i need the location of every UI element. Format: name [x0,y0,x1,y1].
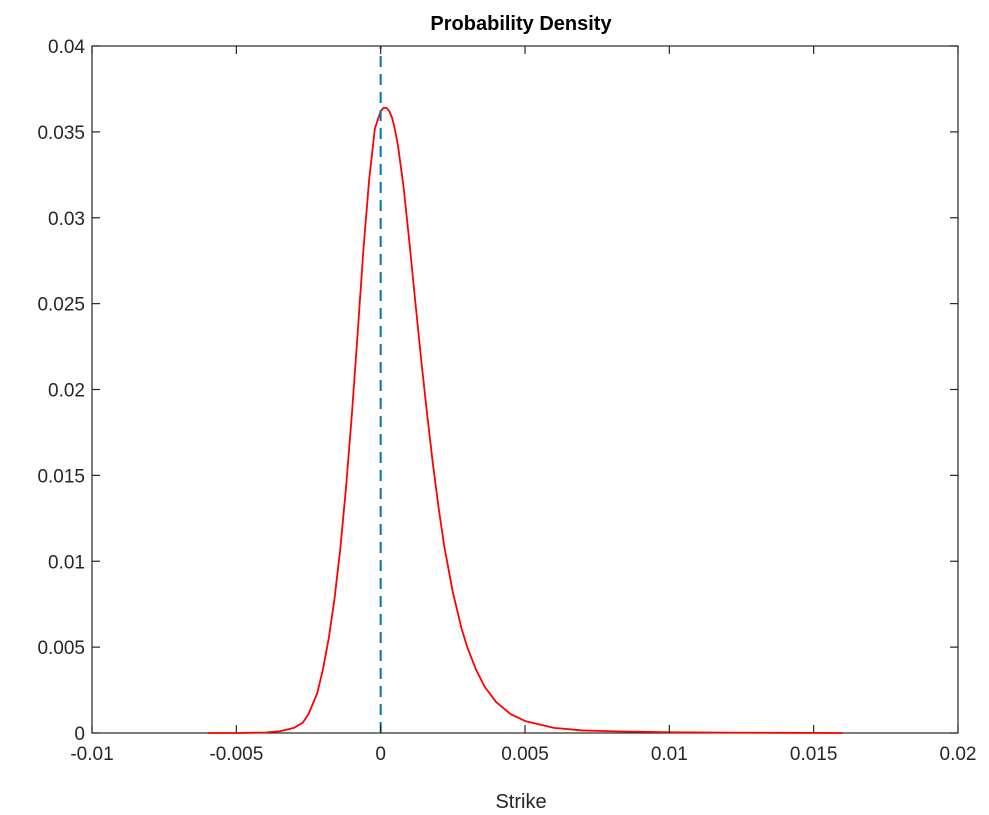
x-tick-label: -0.005 [209,744,263,765]
x-tick-label: 0.015 [790,744,838,765]
y-tick-label: 0.04 [48,37,85,58]
ticks-layer [91,45,959,734]
y-tick-label: 0.005 [37,638,85,659]
tick-labels-layer: -0.01 -0.005 0 0.005 0.01 0.015 0.02 0 0.005 0.01… [37,37,976,765]
x-tick-label: 0.02 [940,744,977,765]
plot-frame [91,45,959,734]
x-axis-label: Strike [495,791,546,813]
x-tick-label: 0.005 [501,744,549,765]
series-layer [207,46,843,734]
y-tick-label: 0.035 [37,123,85,144]
x-tick-label: -0.01 [70,744,113,765]
density-curve [207,106,843,734]
y-tick-label: 0.02 [48,381,85,402]
plot-area [91,45,959,734]
y-tick-label: 0.01 [48,552,85,573]
y-tick-label: 0.015 [37,466,85,487]
y-tick-label: 0 [74,724,85,745]
x-tick-label: 0.01 [651,744,688,765]
y-tick-label: 0.025 [37,295,85,316]
x-tick-label: 0 [375,744,386,765]
chart-title: Probability Density [430,13,612,35]
y-tick-label: 0.03 [48,209,85,230]
